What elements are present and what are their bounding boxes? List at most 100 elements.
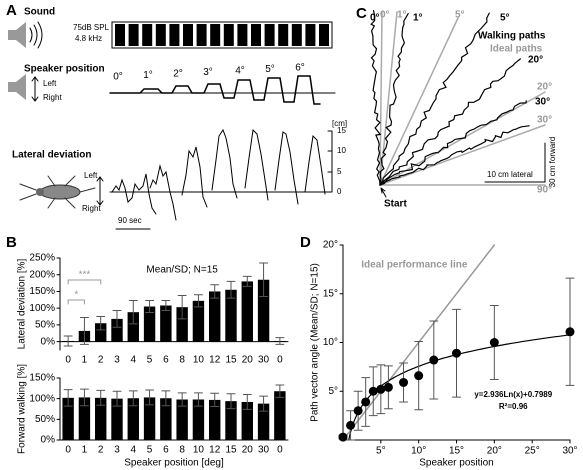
label: Left	[84, 171, 98, 180]
bar	[160, 398, 172, 440]
sound-waves	[29, 21, 43, 49]
point	[338, 432, 348, 442]
path-label: 30°	[535, 97, 550, 108]
x-tick-label: 10	[193, 445, 205, 456]
x-tick-label: 2	[98, 355, 104, 366]
point	[489, 338, 499, 347]
point	[429, 355, 439, 365]
x-tick-label: 3	[114, 445, 120, 456]
x-tick-label: 4	[131, 355, 137, 366]
error-bar	[161, 390, 171, 407]
bar	[257, 403, 270, 440]
speaker-icon	[8, 22, 26, 48]
error-bar	[79, 388, 89, 407]
scale-label: 10 cm lateral	[487, 170, 533, 179]
bar	[192, 399, 205, 440]
point	[452, 348, 461, 358]
bar	[160, 305, 172, 342]
x-tick-label: 30°	[562, 446, 577, 457]
x-axis-label: Speaker position [deg]	[124, 458, 224, 469]
pulse	[115, 24, 125, 46]
legend-entry: Walking paths	[478, 31, 546, 42]
walking-path	[379, 125, 530, 186]
error-bar	[161, 299, 171, 312]
label: Right	[82, 204, 101, 213]
error-bar	[210, 392, 220, 408]
label: Right	[43, 93, 62, 102]
error-bar	[145, 299, 155, 314]
x-tick-label: 20	[242, 445, 254, 456]
point	[353, 406, 363, 416]
error-bar	[79, 317, 89, 345]
heading: Speaker position	[24, 64, 105, 75]
error-bar	[242, 275, 252, 287]
path-label: 20°	[528, 55, 543, 66]
significance-bracket	[67, 279, 102, 285]
angle-label: 4°	[235, 66, 245, 77]
ideal-label: 5°	[455, 10, 465, 21]
error-bar	[112, 310, 122, 328]
sound-pulses	[111, 21, 333, 49]
bar	[225, 401, 237, 440]
bar	[95, 323, 107, 342]
y-tick-label: 200%	[29, 269, 55, 280]
y-tick-label: 50%	[35, 320, 55, 331]
y-tick-label: 150%	[29, 286, 55, 297]
y-axis-label: Lateral deviation [%]	[17, 258, 28, 349]
x-tick-label: 12	[209, 355, 221, 366]
point	[361, 397, 371, 407]
x-tick-label: 10°	[411, 446, 426, 457]
walking-path	[370, 10, 382, 186]
error-bar	[96, 389, 106, 406]
ideal-label: 30°	[537, 115, 552, 126]
error-bar	[177, 294, 187, 320]
x-tick-label: 30	[258, 445, 270, 456]
y-tick-label: 0%	[41, 435, 56, 446]
error-bar	[242, 394, 252, 410]
heading: Sound	[24, 7, 55, 18]
path-label: 0°	[370, 13, 380, 24]
bar	[241, 401, 253, 440]
pulse	[196, 24, 207, 46]
ideal-label: 90°	[537, 185, 552, 196]
x-tick-label: 15	[225, 445, 237, 456]
y-tick-label: 10°	[323, 337, 338, 348]
bar	[111, 318, 123, 342]
y-tick-label: 15°	[323, 288, 338, 299]
fit-label: y=2.936Ln(x)+0.7989	[474, 390, 552, 399]
label: 75dB SPL	[73, 23, 110, 32]
bar	[257, 279, 270, 342]
legend-entry: Ideal paths	[490, 44, 543, 55]
error-bar	[177, 392, 187, 407]
significance: ***	[79, 270, 91, 281]
error-bar	[63, 335, 73, 347]
arrow	[96, 176, 104, 206]
error-bar	[259, 395, 269, 412]
error-bar	[193, 294, 203, 308]
panel-label: C	[356, 5, 367, 22]
arrow	[31, 76, 39, 102]
panel-label: A	[6, 2, 17, 19]
pulse	[278, 24, 289, 46]
x-axis-label: Speaker position	[419, 458, 494, 469]
pulse	[237, 24, 248, 46]
scale-label: 5	[337, 167, 342, 176]
deviation-trace	[111, 128, 326, 221]
bar	[241, 281, 253, 342]
bar	[111, 398, 123, 440]
point	[399, 377, 409, 387]
walking-path	[379, 58, 521, 186]
error-bar	[210, 284, 220, 299]
bar	[143, 397, 156, 440]
x-tick-label: 5	[147, 355, 153, 366]
walking-path	[379, 12, 490, 186]
y-axis-label: Forward walking [%]	[17, 364, 28, 454]
x-tick-label: 6	[163, 445, 169, 456]
angle-label: 2°	[173, 69, 183, 80]
y-tick-label: 0%	[41, 336, 56, 347]
x-tick-label: 8	[179, 445, 185, 456]
r2-label: R²=0.96	[499, 402, 528, 411]
path-label: 5°	[500, 13, 510, 24]
scale-bar	[327, 130, 333, 193]
speaker-icon	[8, 74, 26, 100]
